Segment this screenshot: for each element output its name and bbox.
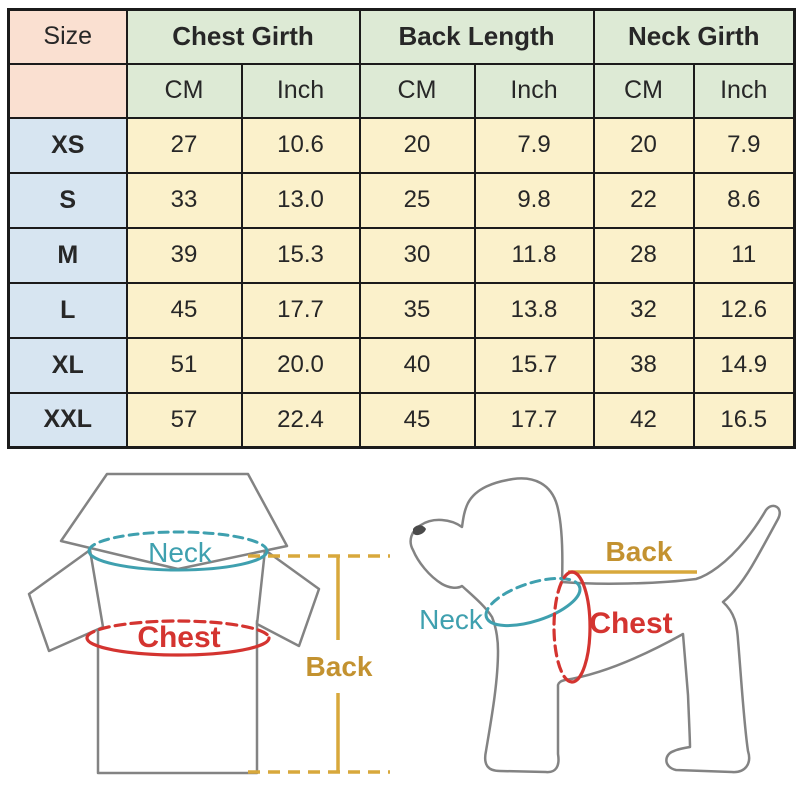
dog-neck-ellipse-solid <box>484 585 582 628</box>
value-cell: 39 <box>125 226 243 284</box>
size-header-cell: Size <box>7 8 128 65</box>
chest-girth-header: Chest Girth <box>125 8 361 65</box>
unit-cell: Inch <box>692 62 796 119</box>
value-cell: 11.8 <box>473 226 595 284</box>
value-cell: 25 <box>358 171 476 229</box>
dog-chest-ellipse-solid <box>570 570 592 684</box>
value-cell: 45 <box>125 281 243 339</box>
unit-cell: Inch <box>473 62 595 119</box>
value-cell: 16.5 <box>692 391 796 449</box>
size-cell: XXL <box>7 391 128 449</box>
dog-neck-label: Neck <box>419 604 484 635</box>
value-cell: 30 <box>358 226 476 284</box>
table-row: M 39 15.3 30 11.8 28 11 <box>7 226 796 284</box>
shirt-back-label: Back <box>306 651 373 682</box>
size-chart-body: XS 27 10.6 20 7.9 20 7.9 S 33 13.0 25 9.8 22 8.6 M 39 15… <box>7 116 796 449</box>
dog-neck-ellipse-dashed <box>484 576 582 619</box>
unit-cell: CM <box>592 62 695 119</box>
value-cell: 15.7 <box>473 336 595 394</box>
neck-girth-header: Neck Girth <box>592 8 796 65</box>
value-cell: 7.9 <box>692 116 796 174</box>
value-cell: 7.9 <box>473 116 595 174</box>
shirt-neck-ellipse-solid <box>87 549 269 572</box>
table-row: L 45 17.7 35 13.8 32 12.6 <box>7 281 796 339</box>
value-cell: 9.8 <box>473 171 595 229</box>
shirt-chest-ellipse-dashed <box>85 619 271 640</box>
table-row: XS 27 10.6 20 7.9 20 7.9 <box>7 116 796 174</box>
value-cell: 38 <box>592 336 695 394</box>
size-cell: XS <box>7 116 128 174</box>
value-cell: 33 <box>125 171 243 229</box>
value-cell: 28 <box>592 226 695 284</box>
shirt-chest-label: Chest <box>137 621 220 654</box>
value-cell: 35 <box>358 281 476 339</box>
empty-corner-cell <box>7 62 128 119</box>
shirt-neck-ellipse-dashed <box>87 530 269 553</box>
shirt-left-sleeve <box>27 548 105 653</box>
value-cell: 42 <box>592 391 695 449</box>
back-length-header: Back Length <box>358 8 595 65</box>
size-cell: L <box>7 281 128 339</box>
dog-measurement-diagram: Back Neck Chest <box>409 477 781 774</box>
unit-cell: CM <box>358 62 476 119</box>
shirt-chest-ellipse-solid <box>85 636 271 657</box>
dog-back-label: Back <box>606 536 673 567</box>
value-cell: 12.6 <box>692 281 796 339</box>
value-cell: 11 <box>692 226 796 284</box>
size-chart-table: Size Chest Girth Back Length Neck Girth … <box>7 8 796 449</box>
value-cell: 13.0 <box>240 171 361 229</box>
dog-chest-ellipse-dashed <box>552 570 574 684</box>
value-cell: 8.6 <box>692 171 796 229</box>
value-cell: 17.7 <box>240 281 361 339</box>
unit-cell: Inch <box>240 62 361 119</box>
dog-chest-label: Chest <box>589 607 672 640</box>
table-row: XL 51 20.0 40 15.7 38 14.9 <box>7 336 796 394</box>
unit-cell: CM <box>125 62 243 119</box>
value-cell: 13.8 <box>473 281 595 339</box>
shirt-right-sleeve <box>255 548 321 648</box>
value-cell: 15.3 <box>240 226 361 284</box>
table-header-row: Size Chest Girth Back Length Neck Girth <box>7 8 796 65</box>
value-cell: 27 <box>125 116 243 174</box>
value-cell: 10.6 <box>240 116 361 174</box>
dog-neck-ellipse <box>484 576 582 628</box>
value-cell: 32 <box>592 281 695 339</box>
value-cell: 40 <box>358 336 476 394</box>
value-cell: 14.9 <box>692 336 796 394</box>
value-cell: 51 <box>125 336 243 394</box>
dog-nose <box>413 525 426 536</box>
table-unit-row: CM Inch CM Inch CM Inch <box>7 62 796 119</box>
shirt-measurement-diagram: Neck Chest Back <box>27 472 390 775</box>
shirt-body <box>96 619 259 775</box>
value-cell: 20 <box>592 116 695 174</box>
size-cell: M <box>7 226 128 284</box>
value-cell: 22 <box>592 171 695 229</box>
value-cell: 45 <box>358 391 476 449</box>
value-cell: 20 <box>358 116 476 174</box>
shirt-neck-label: Neck <box>148 537 213 568</box>
table-row: XXL 57 22.4 45 17.7 42 16.5 <box>7 391 796 449</box>
value-cell: 22.4 <box>240 391 361 449</box>
value-cell: 17.7 <box>473 391 595 449</box>
table-row: S 33 13.0 25 9.8 22 8.6 <box>7 171 796 229</box>
size-cell: S <box>7 171 128 229</box>
size-cell: XL <box>7 336 128 394</box>
shirt-collar <box>59 472 289 571</box>
value-cell: 20.0 <box>240 336 361 394</box>
value-cell: 57 <box>125 391 243 449</box>
